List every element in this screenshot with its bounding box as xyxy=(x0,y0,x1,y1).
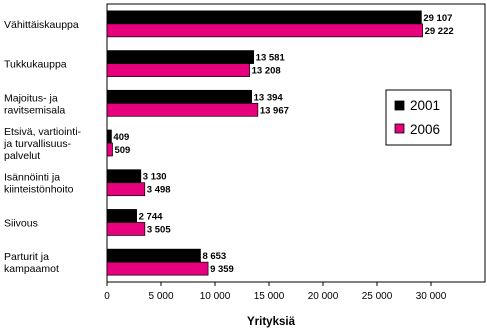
bar-2001-1 xyxy=(106,50,255,64)
category-label-line: ja turvallisuus- xyxy=(3,138,72,150)
legend-box xyxy=(385,89,452,146)
bar-2006-6 xyxy=(106,261,209,276)
category-label-4: Isännöinti ja kiinteistönhoito xyxy=(4,172,74,196)
x-tick-label-1: 5 000 xyxy=(148,291,173,302)
x-tick-label-6: 30 000 xyxy=(416,291,447,302)
bar-2001-5 xyxy=(106,209,137,223)
category-label-line: Etsivä, vartiointi- xyxy=(4,126,82,138)
category-label-line: Majoitus- ja xyxy=(4,92,58,104)
category-label-2: Majoitus- ja ravitsemisala xyxy=(4,92,65,116)
category-label-line: Tukkukauppa xyxy=(4,59,67,71)
category-label-line: kiinteistönhoito xyxy=(4,184,74,196)
legend-swatch-2001 xyxy=(394,100,405,111)
bar-2001-3 xyxy=(106,129,112,144)
value-label-2006-5: 3 505 xyxy=(147,224,171,235)
bar-2006-4 xyxy=(106,182,146,197)
bar-2001-4 xyxy=(106,169,142,184)
category-label-0: Vähittäiskauppa xyxy=(4,19,79,31)
legend-swatch-2006 xyxy=(394,123,405,134)
category-label-line: kampaamot xyxy=(4,263,59,275)
category-label-line: palvelut xyxy=(4,150,40,162)
category-label-3: Etsivä, vartiointi-ja turvallisuus-palve… xyxy=(3,126,82,162)
x-axis-title: Yrityksiä xyxy=(247,316,296,328)
bar-2001-0 xyxy=(106,10,422,25)
category-label-5: Siivous xyxy=(4,217,38,229)
x-tick-label-2: 10 000 xyxy=(200,291,231,302)
bar-2001-2 xyxy=(106,89,253,104)
value-label-2006-2: 13 967 xyxy=(260,105,289,116)
x-tick-label-4: 20 000 xyxy=(308,291,339,302)
category-label-line: Siivous xyxy=(4,217,38,229)
value-label-2001-6: 8 653 xyxy=(202,251,226,262)
x-tick-label-3: 15 000 xyxy=(254,291,285,302)
value-label-2001-5: 2 744 xyxy=(139,211,163,222)
bar-2006-3 xyxy=(106,142,113,157)
value-label-2006-6: 9 359 xyxy=(210,264,234,275)
bar-2006-1 xyxy=(106,63,250,77)
value-label-2001-4: 3 130 xyxy=(143,172,167,183)
value-label-2006-1: 13 208 xyxy=(252,66,281,77)
legend: 2001 2006 xyxy=(385,89,452,146)
category-label-1: Tukkukauppa xyxy=(4,59,67,71)
legend-label-2006: 2006 xyxy=(410,122,440,137)
value-label-2001-0: 29 107 xyxy=(423,13,452,24)
x-tick-label-5: 25 000 xyxy=(362,291,393,302)
value-label-2001-2: 13 394 xyxy=(254,92,284,103)
category-label-line: Isännöinti ja xyxy=(4,172,60,184)
category-label-line: ravitsemisala xyxy=(4,104,65,116)
x-tick-label-0: 0 xyxy=(104,291,110,302)
category-label-line: Vähittäiskauppa xyxy=(4,19,79,31)
bar-2006-0 xyxy=(106,23,423,38)
bar-2001-6 xyxy=(106,248,201,263)
bar-2006-2 xyxy=(106,102,259,117)
value-label-2001-3: 409 xyxy=(113,132,129,143)
legend-label-2001: 2001 xyxy=(410,98,440,113)
category-label-6: Parturit ja kampaamot xyxy=(4,251,59,275)
value-label-2006-0: 29 222 xyxy=(425,26,454,37)
value-label-2006-4: 3 498 xyxy=(147,185,171,196)
bar-2006-5 xyxy=(106,222,146,236)
value-label-2006-3: 509 xyxy=(114,145,130,156)
category-label-line: Parturit ja xyxy=(4,251,49,263)
value-label-2001-1: 13 581 xyxy=(256,53,286,64)
